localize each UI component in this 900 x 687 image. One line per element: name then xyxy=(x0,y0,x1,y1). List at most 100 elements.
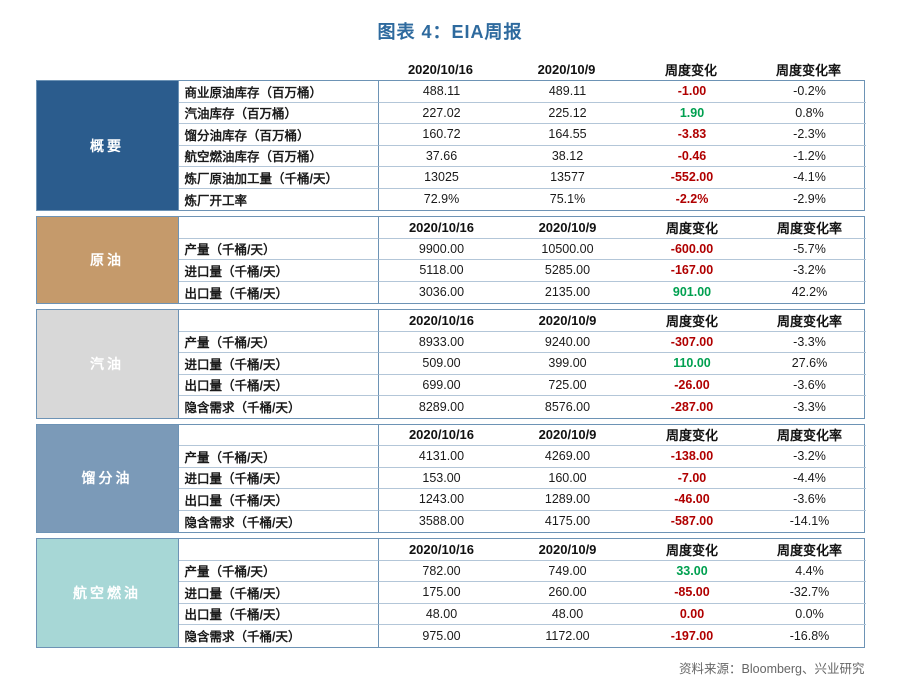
value-previous: 160.00 xyxy=(504,468,631,489)
value-previous: 48.00 xyxy=(504,604,631,625)
column-header-weekly-change-rate: 周度变化率 xyxy=(775,62,841,78)
row-label: 进口量（千桶/天） xyxy=(178,260,379,282)
column-header: 周度变化率 xyxy=(753,217,866,239)
value-current: 488.11 xyxy=(378,81,505,103)
value-change: -287.00 xyxy=(670,399,714,414)
value-current: 699.00 xyxy=(378,375,505,396)
value-current: 3588.00 xyxy=(418,514,465,529)
section-label-gasoline: 汽油 xyxy=(36,310,179,418)
value-previous: 9240.00 xyxy=(504,332,631,353)
value-change: -167.00 xyxy=(630,260,754,282)
value-change-rate: -4.4% xyxy=(753,468,866,489)
value-previous: 4269.00 xyxy=(504,446,631,468)
value-current: 975.00 xyxy=(422,628,461,643)
value-change: -46.00 xyxy=(630,489,754,511)
value-current: 782.00 xyxy=(378,561,505,582)
row-label: 隐含需求（千桶/天） xyxy=(179,625,379,647)
value-change: -85.00 xyxy=(630,582,754,604)
column-header: 2020/10/9 xyxy=(504,310,631,332)
section-header-spacer xyxy=(178,539,379,561)
value-previous: 1289.00 xyxy=(504,489,631,511)
value-previous: 1172.00 xyxy=(545,628,590,643)
column-header: 周度变化 xyxy=(630,217,754,239)
value-change-rate: -14.1% xyxy=(789,514,830,529)
value-current: 1243.00 xyxy=(378,489,505,511)
value-change: -1.00 xyxy=(630,81,754,103)
value-change: -0.46 xyxy=(630,146,754,167)
value-current: 8933.00 xyxy=(378,332,505,353)
value-change-rate: -32.7% xyxy=(753,582,866,604)
section-gasoline: 汽油 2020/10/16 2020/10/9 周度变化 周度变化率产量（千桶/天） 89… xyxy=(35,309,866,419)
eia-weekly-table: 2020/10/16 2020/10/9 周度变化 周度变化率 概要 商业原油库存… xyxy=(35,58,866,648)
row-label: 隐含需求（千桶/天） xyxy=(179,510,379,532)
section-label-summary: 概要 xyxy=(36,81,179,210)
value-change: -138.00 xyxy=(630,446,754,468)
value-previous: 5285.00 xyxy=(504,260,631,282)
value-change-rate: -3.2% xyxy=(753,260,866,282)
value-previous: 399.00 xyxy=(504,353,631,375)
row-label: 进口量（千桶/天） xyxy=(178,353,379,375)
value-current: 4131.00 xyxy=(378,446,505,468)
value-previous: 225.12 xyxy=(504,103,631,124)
row-label: 出口量（千桶/天） xyxy=(178,489,379,511)
value-change-rate: -1.2% xyxy=(753,146,866,167)
section-crude-oil: 原油 2020/10/16 2020/10/9 周度变化 周度变化率 产量（千桶/天） 99… xyxy=(35,216,866,304)
value-previous: 164.55 xyxy=(504,124,631,146)
row-label: 产量（千桶/天） xyxy=(178,331,379,353)
table-header-row: 2020/10/16 2020/10/9 周度变化 周度变化率 xyxy=(36,58,865,80)
value-current: 8289.00 xyxy=(418,399,465,414)
value-previous: 489.11 xyxy=(504,81,631,103)
value-current: 160.72 xyxy=(378,124,505,146)
column-header: 2020/10/9 xyxy=(504,425,631,446)
value-current: 509.00 xyxy=(378,353,505,375)
value-change: 110.00 xyxy=(630,353,754,375)
column-header-current-date: 2020/10/16 xyxy=(407,61,474,77)
value-change: -552.00 xyxy=(630,167,754,189)
value-change-rate: -2.3% xyxy=(753,124,866,146)
row-label: 进口量（千桶/天） xyxy=(178,582,379,604)
value-current: 227.02 xyxy=(378,103,505,124)
row-label: 产量（千桶/天） xyxy=(178,446,379,468)
row-label: 馏分油库存（百万桶） xyxy=(178,124,379,146)
value-previous: 260.00 xyxy=(504,582,631,604)
section-header-spacer xyxy=(178,424,379,446)
value-change-rate: -2.9% xyxy=(793,192,826,207)
column-header: 2020/10/9 xyxy=(504,217,631,239)
value-previous: 10500.00 xyxy=(504,239,631,260)
row-label: 出口量（千桶/天） xyxy=(178,603,379,625)
value-previous: 2135.00 xyxy=(544,285,591,300)
value-change: -26.00 xyxy=(630,375,754,396)
value-change-rate: 4.4% xyxy=(753,561,866,582)
column-header: 2020/10/9 xyxy=(504,539,631,561)
column-header: 周度变化率 xyxy=(753,310,866,332)
value-previous: 38.12 xyxy=(504,146,631,167)
value-current: 3036.00 xyxy=(418,285,465,300)
value-current: 37.66 xyxy=(378,146,505,167)
section-header-spacer xyxy=(178,310,379,332)
value-change-rate: -3.6% xyxy=(753,489,866,511)
column-header: 2020/10/16 xyxy=(378,310,505,332)
value-current: 13025 xyxy=(378,167,505,189)
value-change: -7.00 xyxy=(630,468,754,489)
value-current: 153.00 xyxy=(378,468,505,489)
column-header-weekly-change: 周度变化 xyxy=(664,62,717,78)
row-label: 产量（千桶/天） xyxy=(178,560,379,582)
row-label: 汽油库存（百万桶） xyxy=(178,102,379,124)
value-change: -307.00 xyxy=(630,332,754,353)
value-change-rate: -16.8% xyxy=(789,628,830,643)
column-header: 2020/10/16 xyxy=(378,425,505,446)
value-change-rate: -5.7% xyxy=(753,239,866,260)
value-current: 9900.00 xyxy=(378,239,505,260)
value-current: 48.00 xyxy=(378,604,505,625)
value-current: 5118.00 xyxy=(378,260,505,282)
section-distillate: 馏分油 2020/10/16 2020/10/9 周度变化 周度变化率 产量（千桶/天） 4… xyxy=(35,423,866,533)
column-header: 周度变化率 xyxy=(753,425,866,446)
value-change: 0.00 xyxy=(630,604,754,625)
column-header: 周度变化 xyxy=(630,310,754,332)
row-label: 进口量（千桶/天） xyxy=(178,467,379,489)
section-jet-fuel: 航空燃油 2020/10/16 2020/10/9 周度变化 周度变化率 产量（千桶/天）… xyxy=(35,538,866,648)
value-change: -3.83 xyxy=(630,124,754,146)
value-change-rate: -0.2% xyxy=(753,81,866,103)
value-change-rate: -4.1% xyxy=(753,167,866,189)
value-change: 1.90 xyxy=(630,103,754,124)
